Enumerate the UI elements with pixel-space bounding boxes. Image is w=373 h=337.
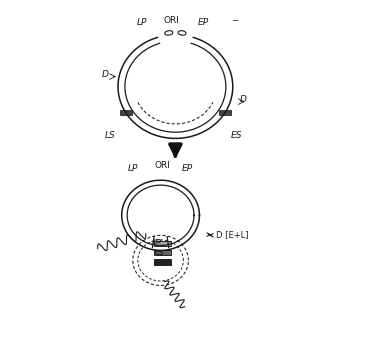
Text: −: −: [231, 16, 238, 25]
Text: EP: EP: [182, 164, 193, 173]
Text: LP: LP: [128, 164, 138, 173]
Text: ORI: ORI: [164, 16, 180, 25]
Text: LS: LS: [105, 130, 116, 140]
Text: ES: ES: [231, 130, 242, 140]
Text: D: D: [240, 95, 247, 104]
FancyBboxPatch shape: [154, 250, 171, 255]
Text: D: D: [102, 70, 109, 80]
FancyBboxPatch shape: [154, 259, 171, 265]
FancyBboxPatch shape: [154, 241, 171, 246]
Text: LP: LP: [137, 19, 147, 27]
Text: D [E+L]: D [E+L]: [216, 230, 249, 239]
Text: ORI: ORI: [154, 161, 170, 170]
FancyBboxPatch shape: [120, 110, 132, 115]
Text: EP: EP: [198, 19, 209, 27]
FancyBboxPatch shape: [219, 110, 231, 115]
